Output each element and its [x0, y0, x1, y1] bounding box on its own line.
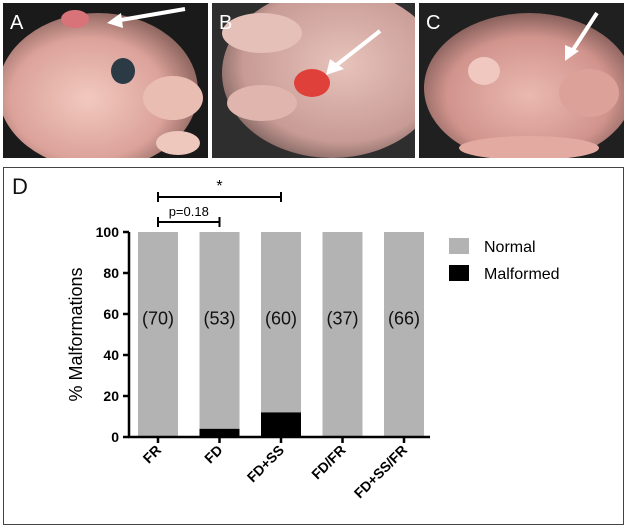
bar-count-label: (60) [265, 308, 297, 328]
y-tick-label: 80 [103, 265, 119, 281]
chart-panel: D (70) (53) (60) (37) (66) 0 20 40 60 80 100 FR FD FD… [3, 167, 624, 525]
photo-c: C [419, 3, 624, 158]
x-tick-label: FD [201, 442, 226, 467]
arrow-icon [332, 29, 382, 69]
legend-swatch [449, 265, 469, 281]
x-tick-label: FD+SS/FR [351, 442, 410, 501]
photo-b: B [212, 3, 415, 158]
bar-count-label: (37) [326, 308, 358, 328]
y-axis-title: % Malformations [66, 267, 86, 401]
legend-label: Normal [484, 239, 536, 256]
panel-letter-a: A [10, 12, 24, 34]
panel-letter-c: C [426, 12, 441, 34]
bar-count-label: (53) [203, 308, 235, 328]
y-tick-label: 40 [103, 347, 119, 363]
bar-normal [384, 232, 424, 437]
y-tick-label: 60 [103, 306, 119, 322]
panel-letter-d: D [12, 174, 28, 199]
bar-normal [261, 232, 301, 413]
legend-label: Malformed [484, 266, 560, 283]
photo-a: A [3, 3, 208, 158]
bar-count-label: (70) [142, 308, 174, 328]
bar-normal [138, 232, 178, 437]
x-tick-label: FD+SS [244, 442, 287, 485]
x-tick-label: FR [140, 442, 165, 467]
bar-malformed [261, 412, 301, 437]
bar-malformed [199, 428, 240, 437]
bar-chart: (70) (53) (60) (37) (66) 0 20 40 60 80 100 FR FD FD+S… [66, 178, 560, 501]
significance-label: * [216, 178, 222, 195]
arrow-icon [569, 11, 599, 55]
y-tick-label: 0 [111, 429, 119, 445]
arrow-icon [114, 7, 186, 23]
panel-letter-b: B [219, 12, 233, 34]
bar-normal [199, 232, 240, 429]
bar-count-label: (66) [388, 308, 420, 328]
legend-swatch [449, 238, 469, 254]
significance-label: p=0.18 [169, 204, 209, 219]
x-tick-label: FD/FR [308, 442, 348, 482]
bar-normal [322, 232, 363, 437]
y-tick-label: 100 [96, 224, 120, 240]
y-tick-label: 20 [103, 388, 119, 404]
